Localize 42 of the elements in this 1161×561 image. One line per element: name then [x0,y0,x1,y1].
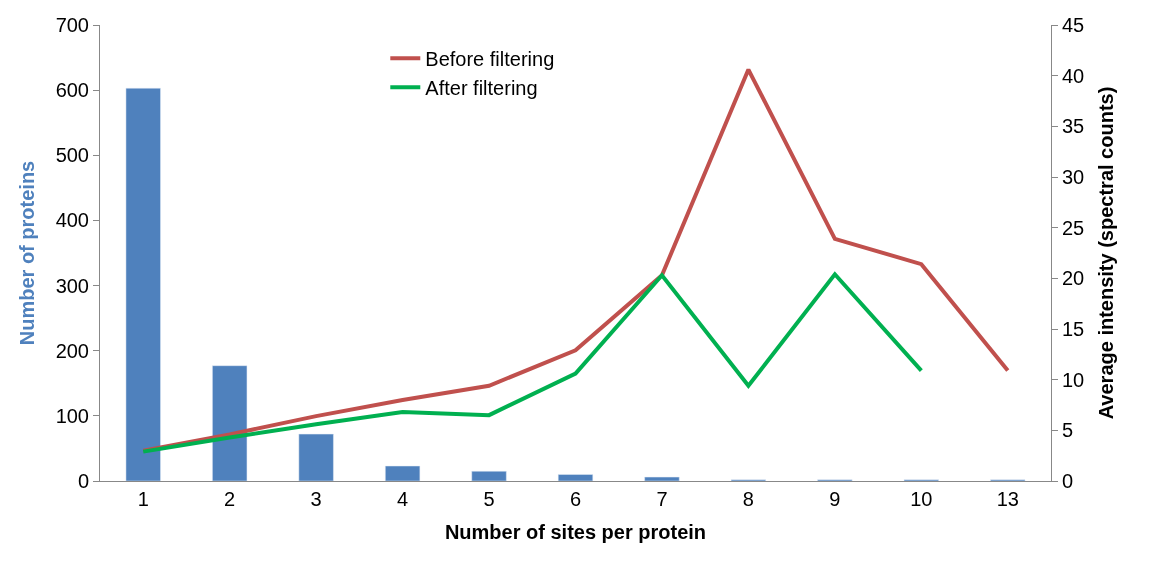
bar [385,465,421,481]
x-tick-label: 8 [742,488,754,510]
y-tick-label: 100 [55,404,89,427]
x-tick-label: 1 [137,488,149,510]
x-tick-label: 6 [569,488,582,510]
y2-tick-label: 45 [1062,14,1085,36]
x-axis-title: Number of sites per protein [444,520,707,543]
x-tick-label: 4 [397,488,409,510]
y-tick-label: 500 [55,144,89,167]
bar [557,474,594,481]
legend-label: Before filtering [425,47,555,70]
bar [298,433,334,481]
x-tick-label: 5 [483,488,495,510]
bar [212,365,248,481]
x-tick-label: 9 [829,488,841,510]
y-tick-label: 400 [55,209,89,232]
y2-tick-label: 15 [1062,318,1085,340]
bar [125,87,161,481]
y2-tick-label: 35 [1062,115,1085,138]
x-tick-label: 3 [310,488,322,510]
y2-tick-label: 25 [1062,216,1085,239]
y2-tick-label: 5 [1062,419,1074,442]
y-tick-label: 600 [55,79,89,102]
y2-axis-title: Average intensity (spectral counts) [1094,86,1117,420]
x-tick-label: 2 [224,488,236,510]
y2-tick-label: 0 [1062,470,1074,492]
line-series [141,272,924,454]
y2-tick-label: 40 [1062,64,1085,87]
legend-label: After filtering [425,76,538,99]
y-axis-title: Number of proteins [16,160,39,346]
y-tick-label: 0 [77,470,89,492]
y-tick-label: 300 [55,274,89,297]
y-tick-label: 700 [55,14,89,36]
y2-tick-label: 10 [1062,368,1085,391]
x-tick-label: 7 [656,488,668,510]
y-tick-label: 200 [55,339,89,362]
x-tick-label: 13 [996,488,1019,510]
y2-tick-label: 30 [1062,166,1085,188]
x-tick-label: 10 [910,488,933,510]
bar [644,476,680,481]
bar [471,470,507,481]
y2-tick-label: 20 [1062,267,1085,290]
